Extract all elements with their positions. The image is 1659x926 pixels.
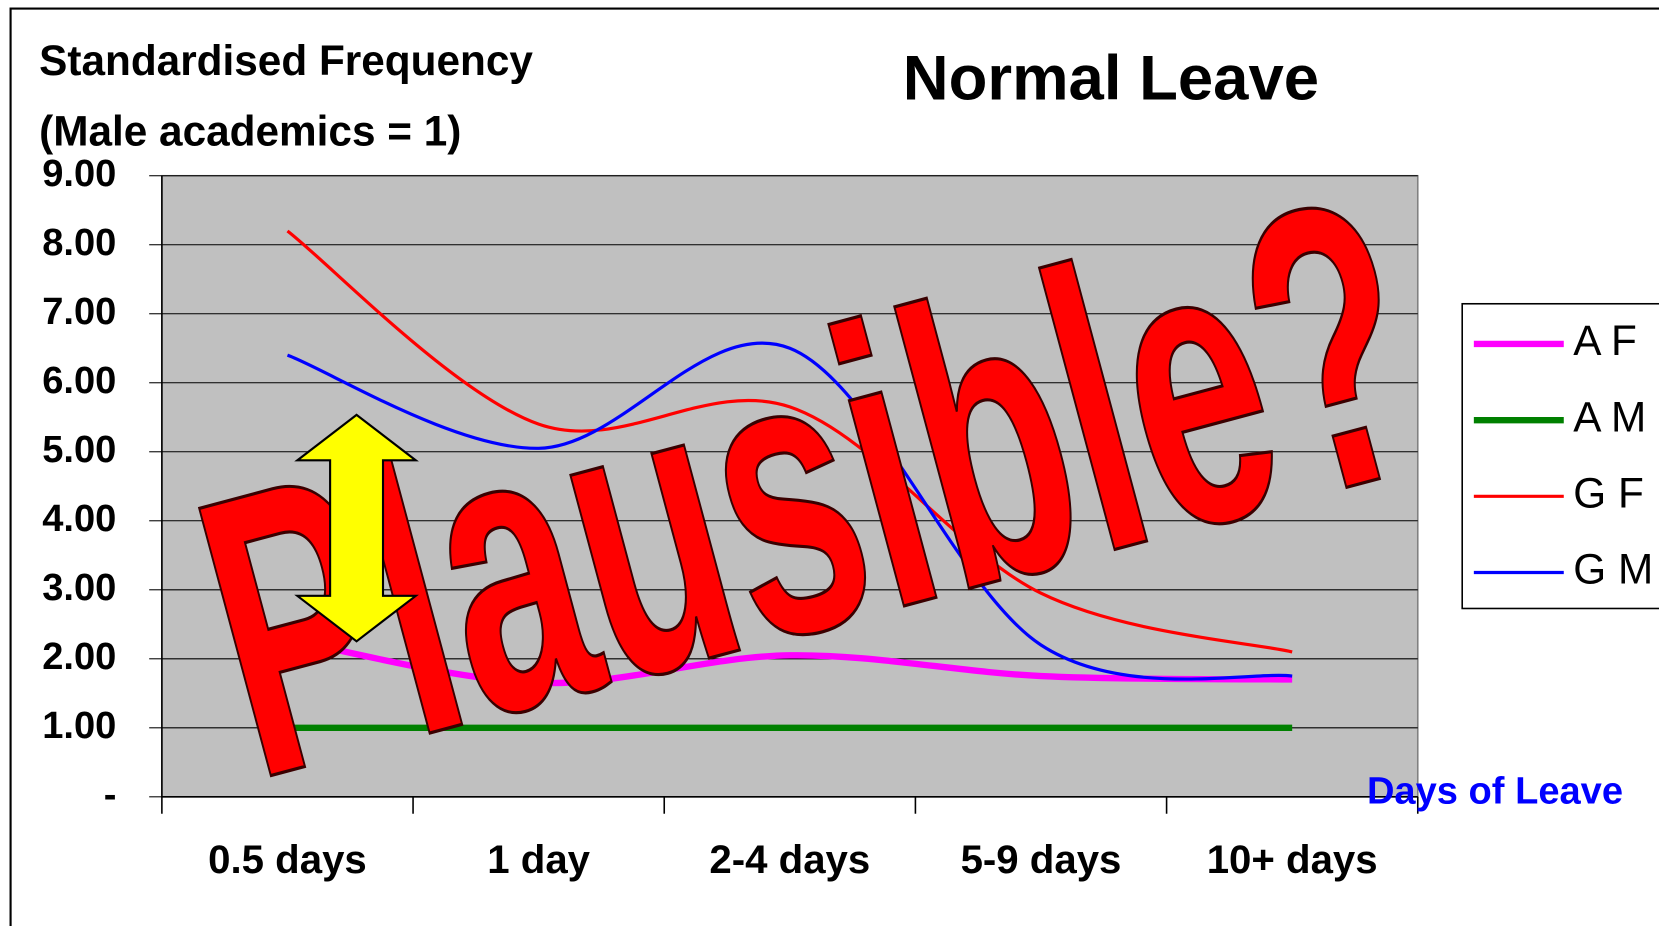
y-tick-label: 4.00 [42,498,116,540]
x-tick-label: 5-9 days [961,837,1122,882]
legend-label: A M [1573,393,1646,440]
chart: -1.002.003.004.005.006.007.008.009.000.5… [0,0,1659,926]
y-tick-label: 6.00 [42,360,116,402]
legend-label: A F [1573,317,1637,364]
y-tick-label: - [104,774,117,816]
y-tick-label: 9.00 [42,153,116,195]
y-tick-label: 8.00 [42,222,116,264]
y-axis-label: Standardised Frequency [39,37,533,84]
y-tick-label: 7.00 [42,291,116,333]
x-tick-label: 2-4 days [709,837,870,882]
y-tick-label: 2.00 [42,636,116,678]
y-tick-label: 1.00 [42,705,116,747]
page: {"chart_data": { "type": "line", "title"… [0,0,1659,926]
y-tick-label: 3.00 [42,567,116,609]
legend-label: G F [1573,470,1644,517]
x-axis-label: Days of Leave [1367,771,1623,813]
y-tick-label: 5.00 [42,429,116,471]
chart-title: Normal Leave [903,43,1319,113]
x-tick-label: 1 day [487,837,590,882]
y-axis-label: (Male academics = 1) [39,108,461,155]
x-tick-label: 10+ days [1207,837,1378,882]
legend-label: G M [1573,546,1653,593]
